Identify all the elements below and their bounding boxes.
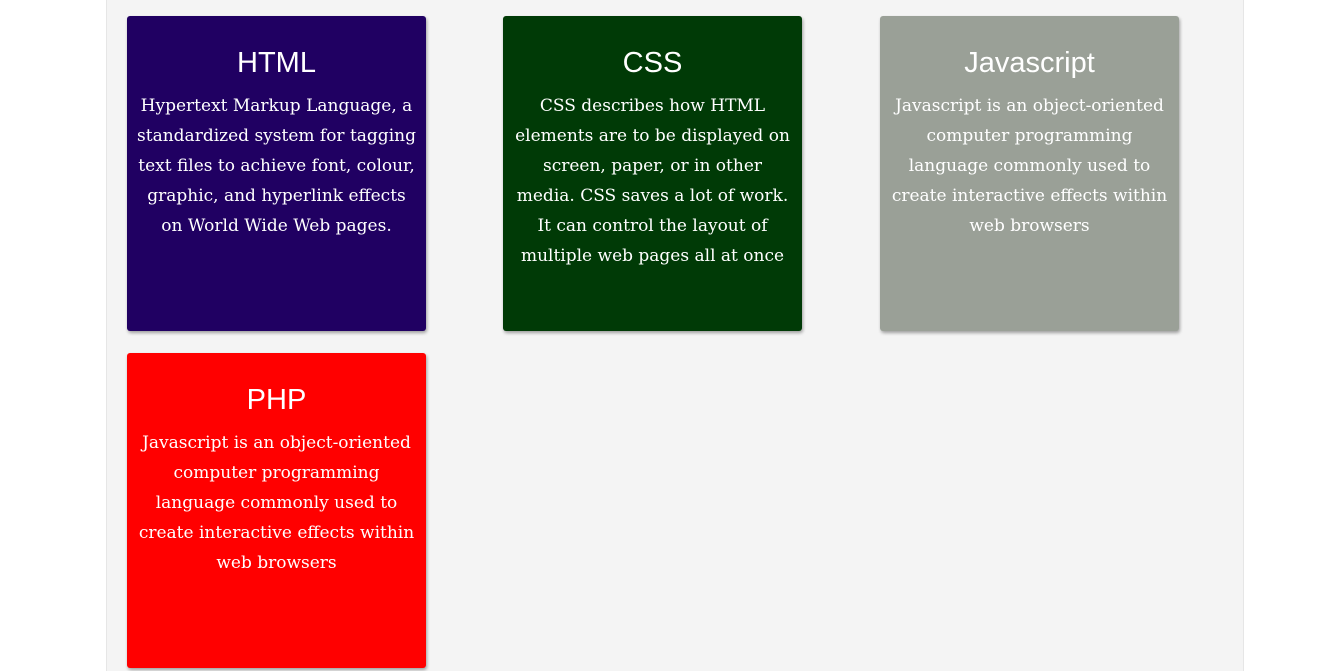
card-title: CSS <box>622 47 683 79</box>
card-description: Hypertext Markup Language, a standardize… <box>137 96 416 236</box>
card-title: PHP <box>246 384 307 416</box>
page-container: HTML Hypertext Markup Language, a standa… <box>106 0 1244 671</box>
card-description: Javascript is an object-oriented compute… <box>138 433 415 573</box>
card-title: HTML <box>237 47 316 79</box>
card-description: CSS describes how HTML elements are to b… <box>515 96 790 266</box>
card-javascript: Javascript Javascript is an object-orien… <box>880 16 1179 331</box>
card-css: CSS CSS describes how HTML elements are … <box>503 16 802 331</box>
card-html: HTML Hypertext Markup Language, a standa… <box>127 16 426 331</box>
card-title: Javascript <box>964 47 1095 79</box>
card-php: PHP Javascript is an object-oriented com… <box>127 353 426 668</box>
card-description: Javascript is an object-oriented compute… <box>891 96 1168 236</box>
